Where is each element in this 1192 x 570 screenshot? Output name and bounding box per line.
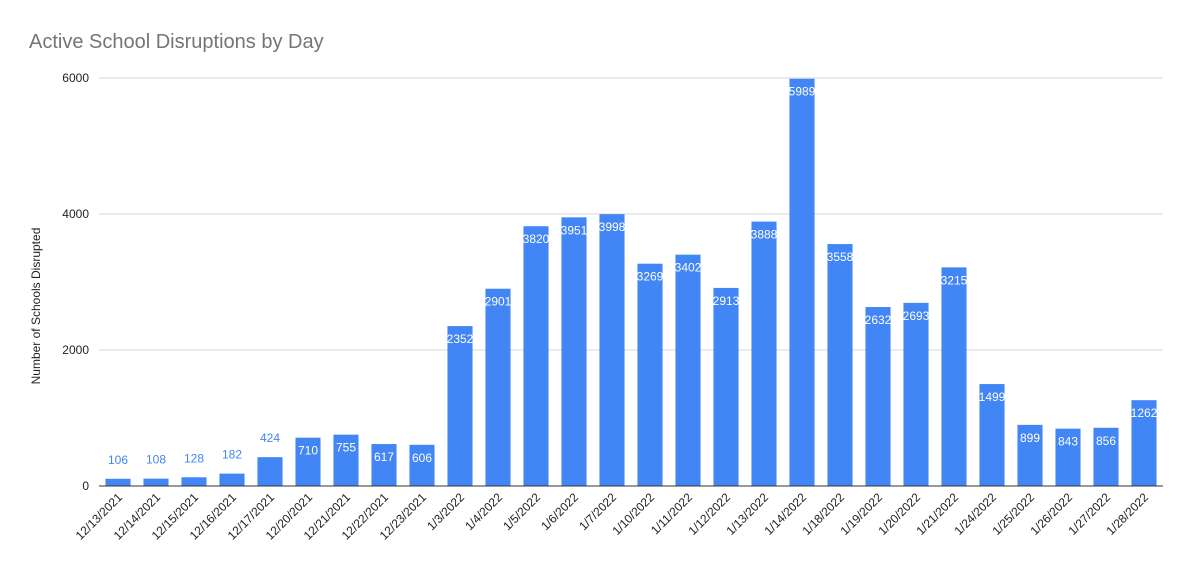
bar [675,254,701,486]
chart-title: Active School Disruptions by Day [29,31,324,53]
bar [865,307,891,486]
bar [599,214,625,487]
data-label: 2352 [447,332,474,346]
bar [333,434,359,486]
bar [941,267,967,486]
y-tick-label: 0 [82,479,89,493]
bar [371,444,397,486]
data-label: 606 [412,451,432,465]
y-tick-label: 4000 [62,207,89,221]
data-label: 1499 [979,390,1006,404]
data-label: 2901 [485,295,512,309]
data-label: 617 [374,450,394,464]
bar [979,384,1005,486]
data-label: 2632 [865,313,892,327]
bar [1055,428,1081,486]
data-label: 108 [146,453,166,467]
data-label: 1262 [1131,406,1158,420]
bar [295,437,321,486]
data-label: 710 [298,444,318,458]
x-axis-ticks: 12/13/202112/14/202112/15/202112/16/2021… [73,490,1152,543]
x-tick-label: 1/28/2022 [1103,490,1151,538]
data-label: 3820 [523,232,550,246]
data-label: 3998 [599,220,626,234]
bar [181,477,207,486]
bar [1017,424,1043,486]
bar [1093,427,1119,486]
data-label: 5989 [789,85,816,99]
bar [827,244,853,486]
bar [903,302,929,486]
data-label: 2913 [713,294,740,308]
x-tick-label: 1/5/2022 [500,490,543,533]
x-tick-label: 1/4/2022 [462,490,505,533]
bar [637,263,663,486]
y-tick-label: 2000 [62,343,89,357]
x-tick-label: 1/6/2022 [538,490,581,533]
data-label: 3951 [561,223,588,237]
data-label: 2693 [903,309,930,323]
y-axis-label: Number of Schools Disrupted [29,228,43,385]
gridlines [99,77,1163,351]
bar [447,326,473,486]
bar [485,288,511,486]
data-label: 843 [1058,435,1078,449]
data-label: 424 [260,431,280,445]
y-tick-label: 6000 [62,71,89,85]
data-label: 106 [108,453,128,467]
bar [1131,400,1157,486]
data-label: 899 [1020,431,1040,445]
y-axis-ticks: 0 2000 4000 6000 [62,71,89,493]
bars [105,78,1157,487]
x-tick-label: 1/3/2022 [424,490,467,533]
data-label: 3558 [827,250,854,264]
bar [219,473,245,486]
bar [751,221,777,486]
data-label: 3215 [941,273,968,287]
bar [561,217,587,486]
data-label: 128 [184,451,204,465]
data-label: 755 [336,441,356,455]
data-labels: 106 108 128 182 424 710 755 617 606 2352 2901 3820 3… [108,85,1158,467]
bar [789,78,815,487]
bar [105,478,131,486]
bar [713,287,739,486]
data-label: 182 [222,448,242,462]
bar [409,444,435,486]
data-label: 3888 [751,228,778,242]
bar [523,226,549,487]
data-label: 856 [1096,434,1116,448]
data-label: 3402 [675,261,702,275]
bar [143,478,169,486]
bar [257,457,283,486]
data-label: 3269 [637,270,664,284]
